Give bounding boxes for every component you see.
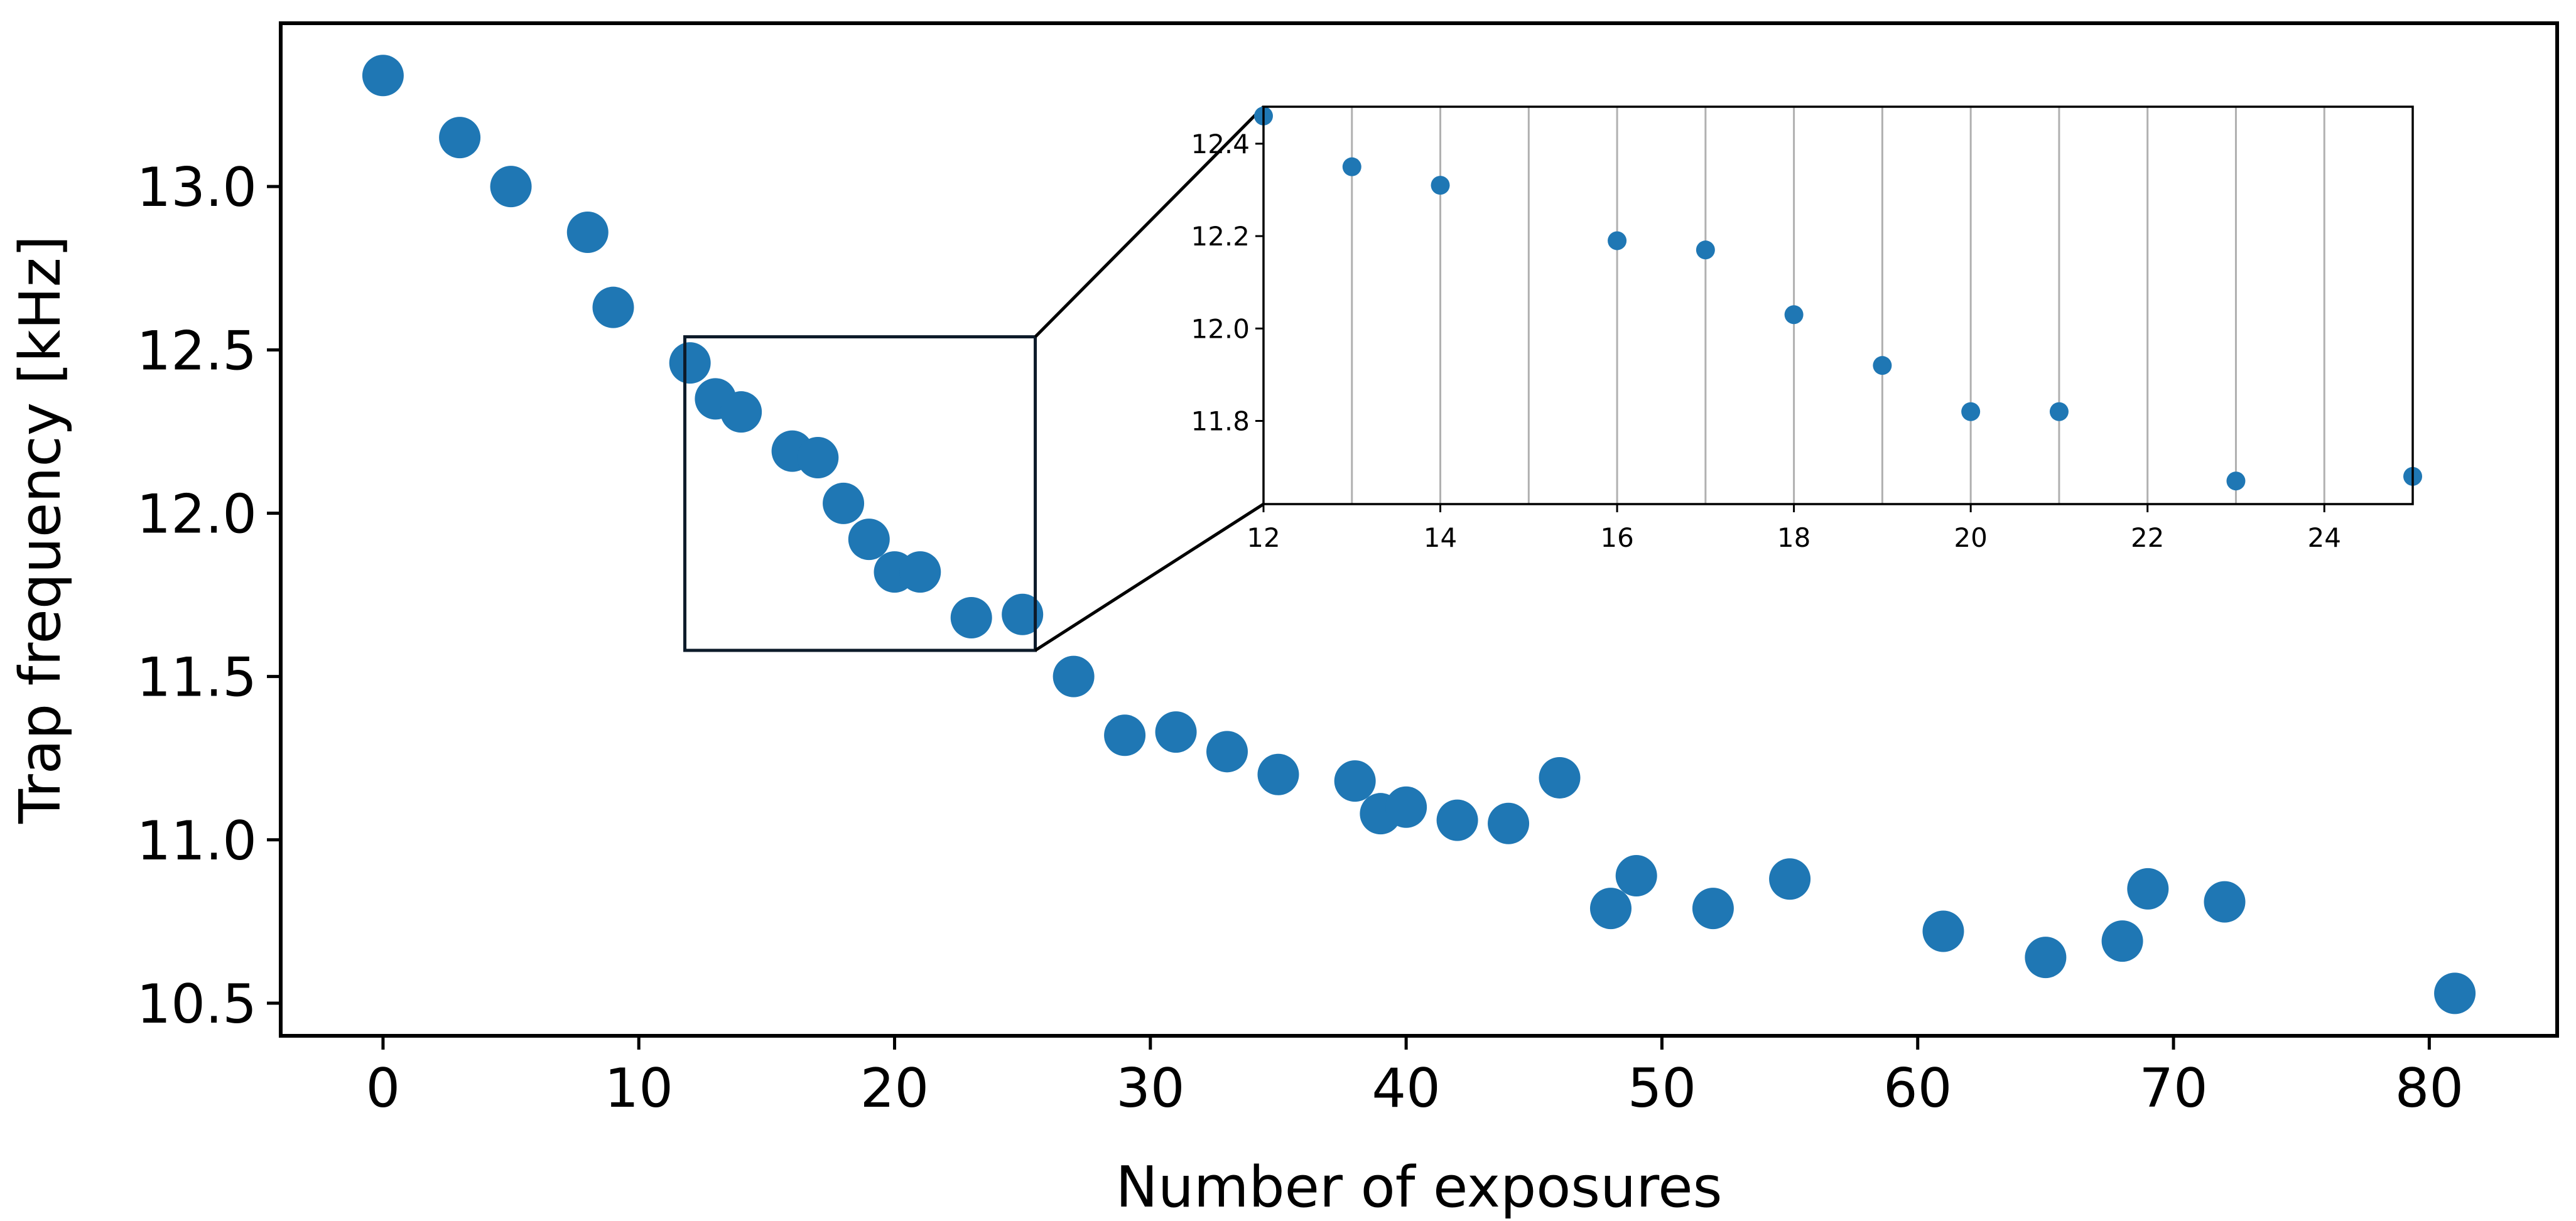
data-point bbox=[848, 519, 890, 561]
inset-y-tick-label: 12.0 bbox=[1191, 313, 1250, 344]
data-point bbox=[1922, 910, 1964, 952]
data-point bbox=[1053, 655, 1095, 697]
inset-data-point bbox=[1431, 176, 1450, 195]
data-point bbox=[2101, 920, 2143, 962]
data-point bbox=[2204, 881, 2246, 923]
inset-plot: 12 14 16 18 20 22 24 11.8 12.0 12.2 12.4 bbox=[1191, 105, 2422, 553]
main-axes-frame bbox=[279, 21, 2559, 1038]
inset-y-tick-label: 12.2 bbox=[1191, 221, 1250, 252]
data-point bbox=[669, 342, 711, 384]
data-point bbox=[899, 551, 941, 593]
x-tick-label: 80 bbox=[2395, 1057, 2464, 1120]
inset-x-tick-label: 22 bbox=[2131, 522, 2164, 553]
data-point bbox=[566, 212, 609, 254]
inset-data-point bbox=[1873, 356, 1892, 375]
inset-x-tick-label: 24 bbox=[2308, 522, 2341, 553]
data-point bbox=[592, 286, 634, 328]
main-plot: 0 10 20 30 40 50 60 70 80 10.5 11.0 11.5 12.0 12.5 13.… bbox=[137, 21, 2559, 1120]
data-point bbox=[1436, 799, 1478, 841]
x-tick-label: 60 bbox=[1883, 1057, 1952, 1120]
x-tick-label: 20 bbox=[860, 1057, 929, 1120]
data-point bbox=[362, 55, 404, 97]
data-point bbox=[1769, 858, 1811, 900]
inset-data-point bbox=[1961, 402, 1981, 421]
data-point bbox=[1002, 593, 1044, 635]
inset-axes-frame bbox=[1262, 105, 2414, 505]
y-tick-label: 11.5 bbox=[137, 647, 257, 709]
data-point bbox=[439, 117, 481, 159]
inset-y-tick-label: 11.8 bbox=[1191, 406, 1250, 437]
y-tick-label: 11.0 bbox=[137, 810, 257, 873]
data-point bbox=[1206, 731, 1248, 773]
y-axis-label: Trap frequency [kHz] bbox=[8, 235, 73, 824]
data-point bbox=[823, 482, 865, 524]
inset-x-tick-label: 20 bbox=[1954, 522, 1987, 553]
data-point bbox=[1539, 756, 1581, 799]
data-point bbox=[1692, 888, 1734, 930]
data-point bbox=[1104, 714, 1146, 756]
x-tick-label: 40 bbox=[1372, 1057, 1440, 1120]
inset-data-point bbox=[1608, 231, 1627, 250]
data-point bbox=[797, 437, 839, 479]
data-point bbox=[1385, 786, 1427, 828]
inset-data-point bbox=[2049, 402, 2069, 421]
zoom-box bbox=[683, 335, 1037, 652]
inset-data-point bbox=[1784, 305, 1804, 325]
data-point bbox=[1155, 711, 1197, 753]
inset-y-tick-label: 12.4 bbox=[1191, 129, 1250, 159]
data-point bbox=[2127, 868, 2169, 910]
inset-data-point bbox=[2226, 471, 2246, 491]
y-tick-label: 10.5 bbox=[137, 973, 257, 1036]
x-tick-label: 30 bbox=[1116, 1057, 1184, 1120]
data-point bbox=[1589, 888, 1632, 930]
data-point bbox=[720, 391, 762, 433]
data-point bbox=[950, 596, 992, 638]
inset-background bbox=[1264, 107, 2413, 504]
inset-data-point bbox=[1342, 157, 1361, 176]
y-tick-label: 12.0 bbox=[137, 483, 257, 546]
data-point bbox=[490, 166, 532, 208]
inset-data-point bbox=[1696, 240, 1715, 260]
data-point bbox=[1615, 855, 1657, 897]
zoom-connector-top bbox=[1034, 105, 1265, 338]
x-tick-label: 10 bbox=[605, 1057, 673, 1120]
x-tick-label: 50 bbox=[1628, 1057, 1696, 1120]
inset-x-tick-label: 14 bbox=[1424, 522, 1457, 553]
data-point bbox=[1257, 753, 1299, 795]
data-point bbox=[2025, 937, 2067, 979]
x-axis-label: Number of exposures bbox=[1116, 1154, 1723, 1220]
inset-x-tick-label: 18 bbox=[1777, 522, 1810, 553]
zoom-connector-bottom bbox=[1034, 502, 1265, 652]
zoom-indicator bbox=[683, 105, 1265, 652]
data-point bbox=[2434, 972, 2476, 1014]
inset-x-tick-label: 16 bbox=[1600, 522, 1633, 553]
y-tick-label: 13.0 bbox=[137, 156, 257, 219]
data-point bbox=[1488, 802, 1530, 844]
inset-x-tick-label: 12 bbox=[1247, 522, 1280, 553]
y-tick-label: 12.5 bbox=[137, 320, 257, 382]
x-tick-label: 70 bbox=[2139, 1057, 2207, 1120]
data-point bbox=[1334, 760, 1376, 802]
x-tick-label: 0 bbox=[366, 1057, 401, 1120]
